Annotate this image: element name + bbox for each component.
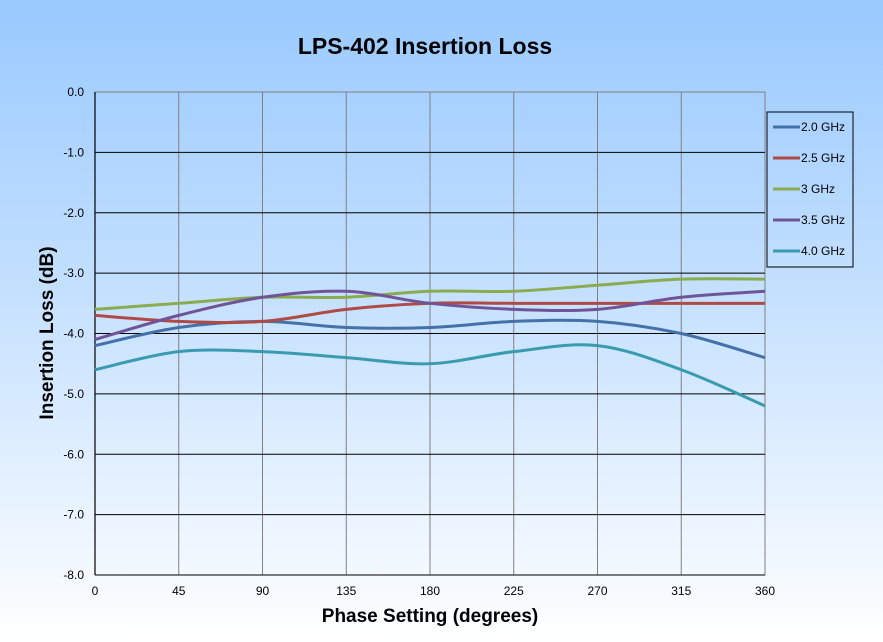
y-tick-label: -2.0: [63, 206, 84, 220]
legend-box: [766, 111, 854, 268]
y-tick-labels: 0.0 -1.0 -2.0 -3.0 -4.0 -5.0 -6.0 -7.0 -8.0: [63, 85, 84, 582]
y-tick-label: -1.0: [63, 145, 84, 159]
legend-label: 2.5 GHz: [801, 151, 845, 165]
x-tick-label: 360: [755, 584, 775, 598]
x-tick-labels: 0 45 90 135 180 225 270 315 360: [92, 584, 776, 598]
chart-title: LPS-402 Insertion Loss: [298, 33, 552, 59]
x-tick-label: 270: [587, 584, 607, 598]
x-tick-label: 135: [336, 584, 356, 598]
x-tick-label: 90: [256, 584, 270, 598]
legend-item: 2.0 GHz: [773, 120, 845, 134]
series-line-2-0-ghz: [94, 318, 766, 360]
x-tick-label: 45: [172, 584, 186, 598]
legend-item: 3 GHz: [773, 182, 835, 196]
x-tick-label: 180: [420, 584, 440, 598]
legend-label: 3 GHz: [801, 182, 835, 196]
y-tick-label: -5.0: [63, 387, 84, 401]
series-line-3-5-ghz: [94, 289, 766, 341]
legend-label: 4.0 GHz: [801, 244, 845, 258]
y-tick-label: -6.0: [63, 447, 84, 461]
y-tick-label: -3.0: [63, 266, 84, 280]
y-tick-label: -4.0: [63, 327, 84, 341]
legend-item: 3.5 GHz: [773, 213, 845, 227]
y-axis-title: Insertion Loss (dB): [37, 246, 58, 419]
x-tick-label: 0: [92, 584, 99, 598]
legend-label: 3.5 GHz: [801, 213, 845, 227]
series-line-3-ghz: [94, 277, 766, 311]
legend-item: 4.0 GHz: [773, 244, 845, 258]
legend-label: 2.0 GHz: [801, 120, 845, 134]
y-tick-label: 0.0: [67, 85, 84, 99]
x-axis-title: Phase Setting (degrees): [322, 606, 538, 627]
x-tick-label: 225: [504, 584, 524, 598]
y-tick-label: -7.0: [63, 508, 84, 522]
x-tick-label: 315: [671, 584, 691, 598]
y-tick-label: -8.0: [63, 568, 84, 582]
grid: [94, 91, 766, 576]
series-line-4-0-ghz: [94, 343, 766, 408]
legend-item: 2.5 GHz: [773, 151, 845, 165]
legend: 2.0 GHz 2.5 GHz 3 GHz 3.5 GHz 4.0 GHz: [766, 111, 854, 268]
series-lines: [94, 277, 766, 408]
